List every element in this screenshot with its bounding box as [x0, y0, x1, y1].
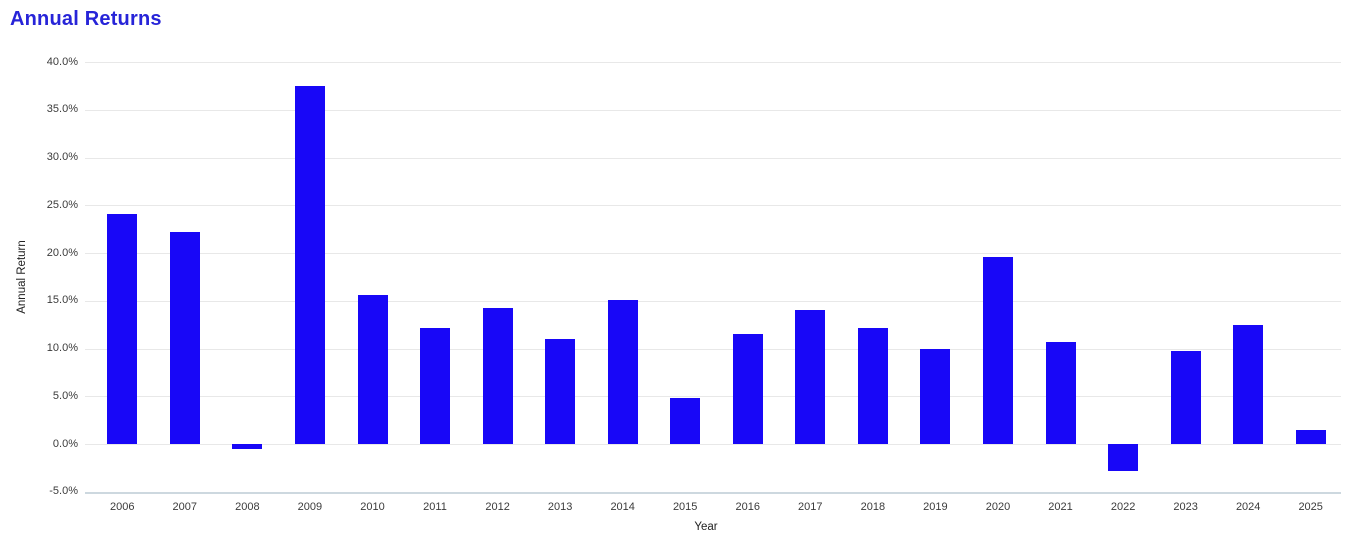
x-tick-label-2014: 2014: [610, 501, 635, 513]
y-tick-label: 0.0%: [52, 437, 78, 450]
bar-2014[interactable]: [607, 299, 638, 444]
x-tick-label-2020: 2020: [985, 501, 1011, 513]
y-axis-title: Annual Return: [16, 240, 28, 314]
x-tick-label-2006: 2006: [110, 501, 135, 513]
y-tick-label: 30.0%: [46, 151, 78, 163]
chart-title: Annual Returns: [10, 8, 162, 30]
x-tick-label-2021: 2021: [1048, 501, 1073, 513]
bar-2006[interactable]: [107, 213, 138, 444]
bar-2018[interactable]: [857, 327, 888, 444]
gridline-20: [85, 253, 1341, 254]
x-tick-label-2022: 2022: [1110, 501, 1136, 513]
gridline-10: [85, 348, 1341, 350]
y-tick-label: 35.0%: [46, 103, 78, 116]
bar-2015[interactable]: [670, 398, 701, 444]
y-tick-label: 5.0%: [52, 389, 78, 402]
y-tick-label: 10.0%: [46, 342, 78, 354]
bar-2008[interactable]: [232, 444, 263, 449]
x-tick-label-2016: 2016: [735, 501, 761, 513]
bar-2025[interactable]: [1295, 429, 1326, 444]
x-tick-label-2015: 2015: [672, 501, 698, 513]
y-tick-label: 20.0%: [46, 246, 78, 259]
x-tick-label-2007: 2007: [172, 501, 198, 513]
x-tick-label-2025: 2025: [1298, 501, 1323, 513]
bar-2007[interactable]: [169, 232, 200, 444]
gridline--5: [85, 491, 1341, 494]
gridline-35: [85, 109, 1341, 111]
y-tick-label: 15.0%: [46, 294, 78, 307]
x-axis-title: Year: [694, 521, 718, 533]
bar-2009[interactable]: [294, 85, 325, 444]
bar-2016[interactable]: [732, 334, 763, 444]
x-tick-label-2010: 2010: [360, 501, 385, 513]
gridline-5: [85, 396, 1341, 398]
bar-2024[interactable]: [1233, 324, 1264, 444]
bar-2017[interactable]: [795, 310, 826, 444]
bar-2022[interactable]: [1108, 444, 1139, 471]
bar-2021[interactable]: [1045, 341, 1076, 444]
gridline-25: [85, 205, 1341, 207]
x-tick-label-2018: 2018: [860, 501, 886, 513]
x-tick-label-2024: 2024: [1235, 501, 1261, 513]
bar-2011[interactable]: [420, 327, 450, 444]
y-tick-label: -5.0%: [49, 485, 78, 498]
bar-2019[interactable]: [920, 348, 951, 444]
bar-2012[interactable]: [482, 308, 513, 444]
y-tick-label: 25.0%: [46, 198, 78, 211]
x-tick-label-2023: 2023: [1173, 501, 1198, 513]
bar-2023[interactable]: [1170, 351, 1201, 444]
x-tick-label-2011: 2011: [423, 501, 447, 513]
bar-2013[interactable]: [545, 338, 576, 444]
x-tick-label-2013: 2013: [547, 501, 573, 513]
y-tick-label: 40.0%: [46, 55, 78, 68]
x-tick-label-2009: 2009: [297, 501, 323, 513]
gridline-30: [85, 157, 1341, 159]
gridline-15: [85, 300, 1341, 302]
gridline-40: [85, 62, 1341, 63]
x-tick-label-2008: 2008: [235, 501, 260, 513]
bar-2010[interactable]: [357, 295, 388, 444]
x-tick-label-2019: 2019: [923, 501, 948, 513]
gridline-0: [85, 444, 1341, 445]
x-tick-label-2017: 2017: [798, 501, 823, 513]
x-tick-label-2012: 2012: [485, 501, 510, 513]
bar-2020[interactable]: [983, 256, 1013, 444]
